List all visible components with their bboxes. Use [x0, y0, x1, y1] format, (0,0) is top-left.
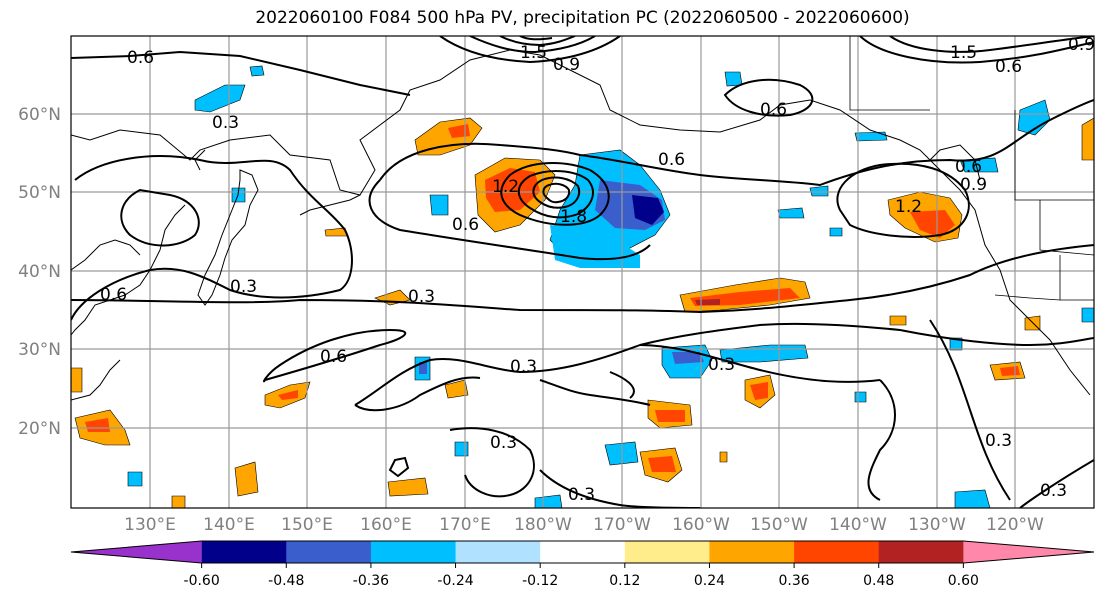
contour-label: 1.5: [950, 43, 977, 63]
colorbar-segment: [709, 541, 795, 563]
contour-label: 0.3: [568, 485, 595, 505]
contour-label: 0.6: [760, 100, 787, 120]
contour-label: 0.6: [452, 215, 479, 235]
latitude-labels: 60°N 50°N 40°N 30°N 20°N: [18, 105, 61, 439]
lon-label: 140°W: [829, 515, 887, 535]
lon-label: 140°E: [203, 515, 255, 535]
contour-label: 1.5: [520, 43, 547, 63]
contour-labels: 0.6 0.3 1.5 0.9 1.2 1.8 0.3 0.6 0.6 0.3 …: [100, 35, 1095, 505]
colorbar-tick-label: -0.60: [184, 573, 220, 589]
lon-label: 160°E: [360, 515, 412, 535]
contour-label: 0.3: [230, 277, 257, 297]
contour-label: 0.9: [960, 175, 987, 195]
contour-label: 1.2: [895, 197, 922, 217]
contour-label: 1.2: [492, 177, 519, 197]
colorbar-tick-label: 0.48: [863, 573, 894, 589]
colorbar-tick-label: 0.24: [694, 573, 725, 589]
colorbar-tick-label: 0.60: [948, 573, 979, 589]
contour-label: 0.6: [127, 48, 154, 68]
lon-label: 130°W: [908, 515, 966, 535]
contour-label: 0.3: [1040, 481, 1067, 501]
pv-contours: [71, 36, 1094, 508]
contour-label: 0.6: [100, 285, 127, 305]
colorbar-extend-min: [71, 541, 202, 563]
lon-label: 180°W: [514, 515, 572, 535]
contour-label: 1.8: [560, 207, 587, 227]
contour-label: 0.3: [490, 433, 517, 453]
lat-label: 30°N: [18, 340, 61, 360]
colorbar-tick-label: -0.24: [437, 573, 473, 589]
colorbar-segment: [455, 541, 541, 563]
colorbar-segment: [540, 541, 626, 563]
contour-label: 0.6: [658, 150, 685, 170]
political-borders: [849, 36, 1094, 301]
lon-label: 150°E: [281, 515, 333, 535]
colorbar-tick-label: 0.12: [609, 573, 640, 589]
lat-label: 50°N: [18, 183, 61, 203]
colorbar-tick-label: 0.36: [779, 573, 810, 589]
coastlines: [71, 49, 1091, 401]
colorbar-segment: [624, 541, 710, 563]
map-title: 2022060100 F084 500 hPa PV, precipitatio…: [255, 8, 910, 28]
map-background: [71, 36, 1094, 508]
colorbar-segment: [201, 541, 287, 563]
longitude-labels: 130°E 140°E 150°E 160°E 170°E 180°W 170°…: [124, 515, 1044, 535]
contour-label: 0.9: [1068, 35, 1095, 55]
lon-label: 120°W: [986, 515, 1044, 535]
colorbar-tick-label: -0.12: [522, 573, 558, 589]
contour-label: 0.3: [708, 355, 735, 375]
lon-label: 130°E: [124, 515, 176, 535]
lat-label: 60°N: [18, 105, 61, 125]
lat-label: 40°N: [18, 262, 61, 282]
colorbar-extend-max: [963, 541, 1094, 563]
graticule: [71, 36, 1094, 508]
lon-label: 170°E: [439, 515, 491, 535]
contour-label: 0.6: [995, 57, 1022, 77]
contour-label: 0.6: [955, 157, 982, 177]
lon-label: 170°W: [593, 515, 651, 535]
contour-label: 0.3: [510, 357, 537, 377]
lon-label: 160°W: [672, 515, 730, 535]
contour-label: 0.3: [212, 113, 239, 133]
colorbar-tick-label: -0.48: [268, 573, 304, 589]
lon-label: 150°W: [750, 515, 808, 535]
colorbar-segment: [878, 541, 964, 563]
colorbar-segment: [370, 541, 457, 563]
lat-label: 20°N: [18, 419, 61, 439]
contour-label: 0.3: [985, 431, 1012, 451]
colorbar-segment: [286, 541, 372, 563]
colorbar-tick-label: -0.36: [353, 573, 389, 589]
contour-label: 0.9: [553, 55, 580, 75]
map-frame: [70, 35, 1095, 509]
colorbar: -0.60 -0.48 -0.36 -0.24 -0.12 0.12 0.24 0.36 0.4…: [70, 540, 1095, 589]
contour-label: 0.3: [408, 287, 435, 307]
contour-label: 0.6: [320, 347, 347, 367]
colorbar-segment: [794, 541, 880, 563]
